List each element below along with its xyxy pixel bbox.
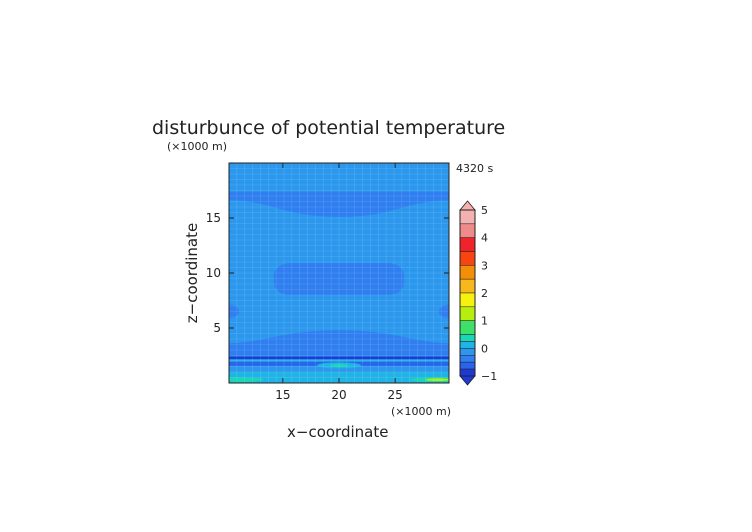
colorbar-level: [459, 278, 476, 294]
x-axis-ticks: 15 20 25: [275, 163, 403, 402]
field-contours: [229, 163, 449, 383]
colorbar-level: [459, 368, 476, 377]
warm-left-surface: [229, 377, 264, 383]
y-tick-label: 5: [213, 321, 221, 335]
colorbar-lower-triangle: [459, 375, 476, 386]
band-1: [229, 365, 449, 372]
middle-negative-blob: [273, 263, 405, 295]
colorbar-level: [459, 341, 476, 349]
hot-right-surface: [425, 378, 449, 381]
colorbar-level: [459, 306, 476, 321]
colorbar-level: [459, 348, 476, 356]
colorbar-level: [459, 223, 476, 238]
colorbar-level: [459, 320, 476, 335]
x-tick-label: 20: [331, 388, 346, 402]
chart-title: disturbunce of potential temperature: [152, 117, 505, 139]
colorbar-level: [459, 334, 476, 342]
colorbar-frame: [459, 209, 476, 377]
colorbar-tick-label: −1: [481, 370, 497, 383]
colorbar-tick-label: 0: [481, 342, 488, 355]
colorbar: 5 4 3 2 1 0 −1: [459, 200, 497, 386]
left-side-notch: [229, 304, 239, 319]
x-unit-label: (×1000 m): [391, 405, 451, 418]
band-light-1: [229, 359, 449, 362]
x-axis-label: x−coordinate: [287, 423, 388, 441]
right-side-notch: [439, 304, 449, 319]
colorbar-tick-label: 2: [481, 287, 488, 300]
upper-negative-arch: [229, 191, 449, 217]
colorbar-level: [459, 209, 476, 225]
colorbar-tick-label: 5: [481, 204, 488, 217]
colorbar-upper-triangle: [459, 200, 476, 211]
x-tick-label: 15: [275, 388, 290, 402]
colorbar-tick-label: 3: [481, 259, 488, 272]
y-tick-label: 10: [206, 266, 221, 280]
grid-lines: [229, 163, 449, 383]
x-tick-label: 25: [387, 388, 402, 402]
band-dark-1: [229, 356, 449, 360]
colorbar-level: [459, 265, 476, 280]
colorbar-level: [459, 355, 476, 363]
colorbar-level: [459, 361, 476, 370]
colorbar-level: [459, 251, 476, 266]
lower-negative-cap: [229, 330, 449, 350]
y-axis-ticks: 5 10 15: [206, 211, 449, 335]
warm-center-core: [330, 363, 348, 367]
y-axis-label: z−coordinate: [183, 223, 201, 323]
colorbar-tick-label: 4: [481, 232, 488, 245]
time-label: 4320 s: [456, 162, 493, 175]
colorbar-tick-label: 1: [481, 315, 488, 328]
band-3: [229, 350, 449, 357]
colorbar-level: [459, 292, 476, 308]
y-unit-label: (×1000 m): [167, 140, 227, 153]
plot-area: [229, 163, 449, 383]
y-tick-label: 15: [206, 211, 221, 225]
band-surface: [229, 372, 449, 383]
colorbar-level: [459, 237, 476, 252]
